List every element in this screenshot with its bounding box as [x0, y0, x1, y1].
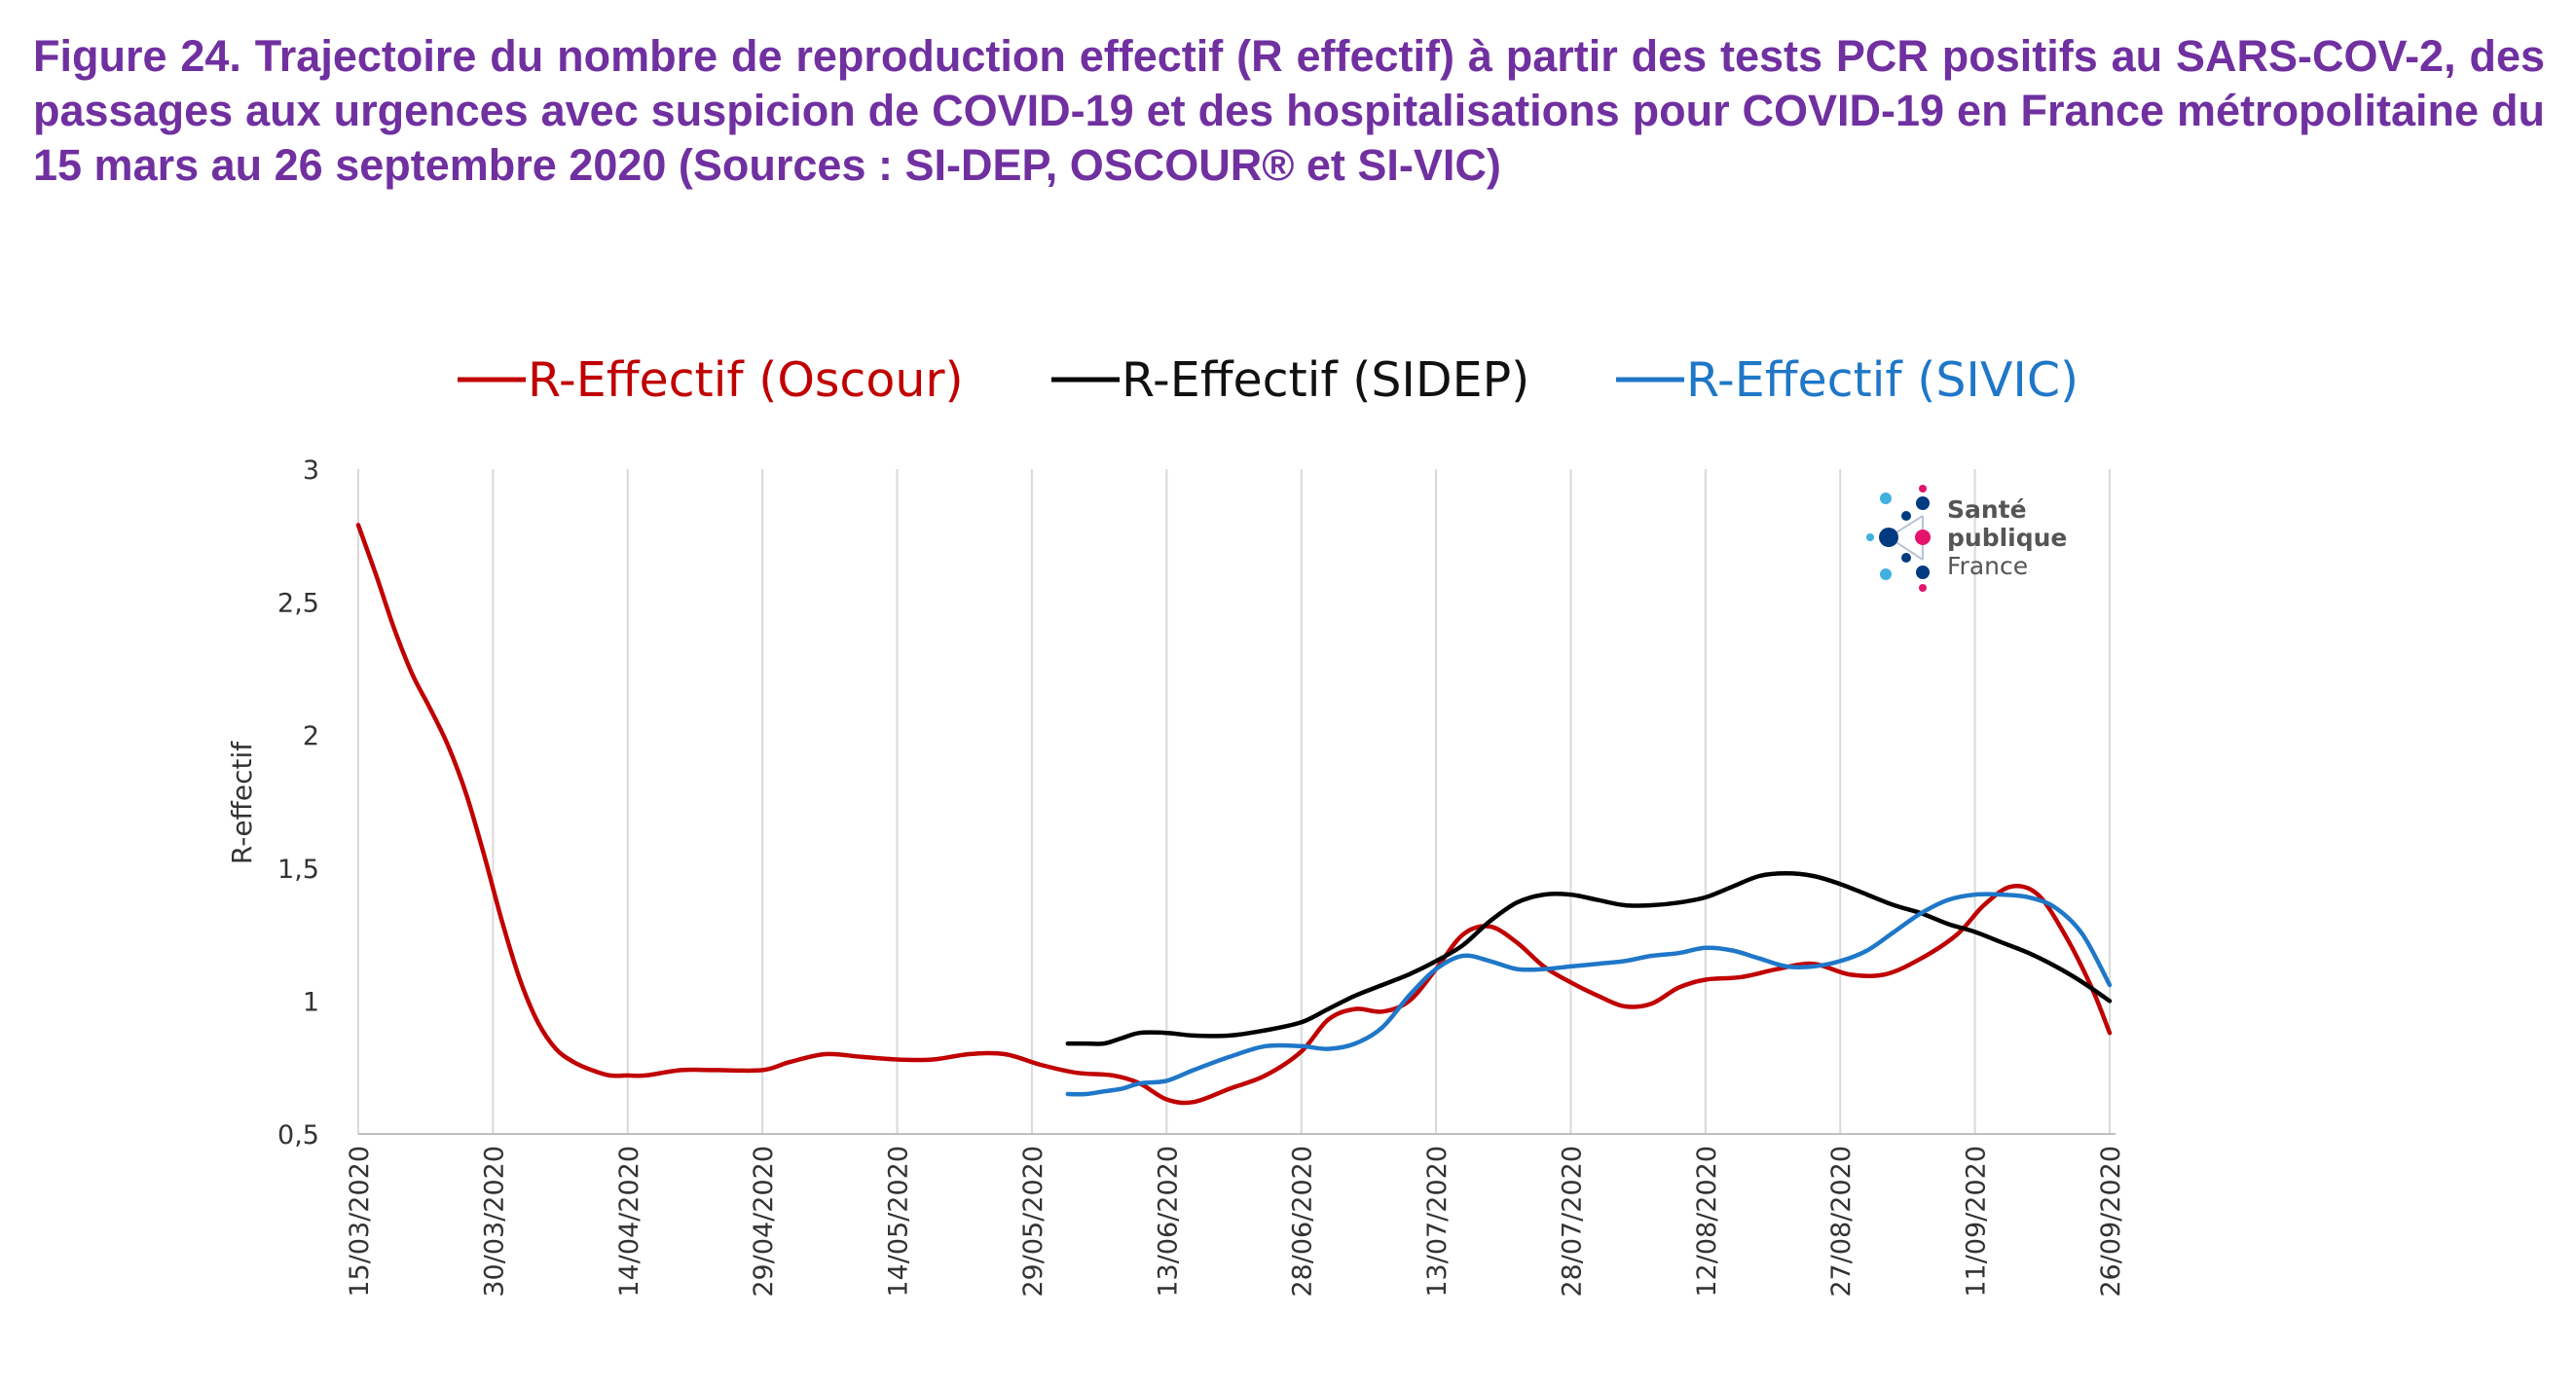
legend-label: R-Effectif (SIVIC): [1686, 352, 2079, 408]
y-tick-label: 1: [303, 987, 319, 1017]
x-tick-label: 15/03/2020: [345, 1146, 375, 1297]
logo-line-1: Santé: [1947, 495, 2027, 524]
chart-grid: [357, 469, 2111, 1134]
y-tick-label: 1,5: [277, 855, 319, 885]
x-tick-label: 28/07/2020: [1557, 1146, 1587, 1297]
x-tick-label: 12/08/2020: [1692, 1146, 1722, 1297]
series-line-0: [355, 523, 2113, 1106]
y-axis-label: R-effectif: [226, 741, 258, 864]
x-tick-label: 13/06/2020: [1153, 1146, 1183, 1297]
y-tick-label: 3: [303, 456, 319, 486]
x-axis-ticks: 15/03/2020 30/03/2020 14/04/2020 29/04/2020…: [345, 1146, 2126, 1297]
sante-publique-france-logo: Santé publique France: [1866, 485, 2067, 592]
legend-label: R-Effectif (SIDEP): [1122, 352, 1529, 408]
series-line-1: [1065, 871, 2113, 1046]
x-tick-label: 27/08/2020: [1826, 1146, 1857, 1297]
y-tick-label: 0,5: [277, 1120, 319, 1151]
logo-line-2: publique: [1947, 524, 2067, 552]
x-tick-label: 28/06/2020: [1288, 1146, 1318, 1297]
x-tick-label: 14/04/2020: [614, 1146, 644, 1297]
x-tick-label: 29/04/2020: [749, 1146, 779, 1297]
x-tick-label: 13/07/2020: [1422, 1146, 1453, 1297]
y-tick-label: 2,5: [277, 589, 319, 619]
y-axis-ticks: 0,5 1 1,5 2 2,5 3: [277, 456, 319, 1151]
chart-legend: R-Effectif (Oscour) R-Effectif (SIDEP) R-E…: [458, 352, 2079, 408]
figure-caption: Figure 24. Trajectoire du nombre de repr…: [33, 31, 2545, 190]
logo-mark-icon: [1866, 485, 1931, 592]
x-tick-label: 14/05/2020: [884, 1146, 914, 1297]
legend-label: R-Effectif (Oscour): [528, 352, 964, 408]
y-tick-label: 2: [303, 721, 319, 751]
chart-series: [355, 523, 2113, 1106]
x-tick-label: 30/03/2020: [479, 1146, 509, 1297]
logo-line-3: France: [1947, 552, 2028, 580]
x-tick-label: 11/09/2020: [1962, 1146, 1992, 1297]
x-tick-label: 29/05/2020: [1018, 1146, 1049, 1297]
series-line-2: [1065, 892, 2113, 1097]
x-tick-label: 26/09/2020: [2096, 1146, 2126, 1297]
